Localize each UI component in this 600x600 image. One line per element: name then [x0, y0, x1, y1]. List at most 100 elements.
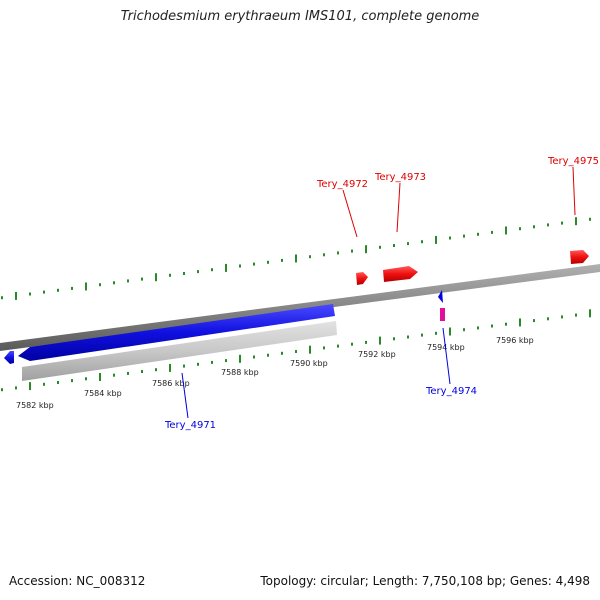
- minor-tick: [533, 319, 535, 323]
- minor-tick: [155, 368, 157, 372]
- minor-tick: [71, 379, 73, 383]
- minor-tick: [477, 232, 479, 236]
- gene-tery-4974-arrow[interactable]: [438, 290, 443, 303]
- gene-tery-4971-arrow[interactable]: [18, 304, 335, 361]
- minor-tick: [267, 260, 269, 264]
- minor-tick: [407, 335, 409, 339]
- genome-stats-text: Topology: circular; Length: 7,750,108 bp…: [260, 574, 590, 588]
- gene-label-tery-4971[interactable]: Tery_4971: [164, 420, 216, 431]
- minor-tick: [253, 355, 255, 359]
- minor-tick: [589, 217, 591, 221]
- minor-tick: [421, 333, 423, 337]
- minor-tick: [113, 373, 115, 377]
- major-tick: [225, 263, 227, 272]
- major-tick: [239, 354, 241, 363]
- major-tick: [575, 217, 577, 226]
- minor-tick: [71, 286, 73, 290]
- minor-tick: [505, 322, 507, 326]
- minor-tick: [449, 236, 451, 240]
- minor-tick: [57, 288, 59, 292]
- minor-tick: [435, 331, 437, 335]
- minor-tick: [477, 326, 479, 330]
- minor-tick: [15, 386, 17, 390]
- minor-tick: [365, 340, 367, 344]
- minor-tick: [1, 296, 3, 300]
- minor-tick: [323, 346, 325, 350]
- minor-tick: [533, 225, 535, 229]
- gene-tery-4974-marker: [440, 308, 445, 321]
- genome-backbone: [0, 264, 600, 351]
- minor-tick: [351, 342, 353, 346]
- tick-label: 7596 kbp: [496, 336, 534, 345]
- callout-line-tery-4973: [396, 182, 401, 233]
- gene-left-edge-arrow[interactable]: [4, 351, 14, 364]
- gene-label-tery-4972[interactable]: Tery_4972: [316, 179, 368, 190]
- minor-tick: [267, 353, 269, 357]
- callout-line-tery-4975: [572, 166, 576, 216]
- minor-tick: [169, 273, 171, 277]
- minor-tick: [491, 230, 493, 234]
- minor-tick: [393, 244, 395, 247]
- outer-tick-track: [1, 217, 591, 300]
- minor-tick: [309, 255, 311, 259]
- gene-tery-4972-arrow[interactable]: [356, 272, 368, 285]
- tick-label: 7584 kbp: [84, 389, 122, 398]
- major-tick: [505, 226, 507, 235]
- minor-tick: [99, 283, 101, 287]
- minor-tick: [337, 251, 339, 255]
- minor-tick: [197, 362, 199, 366]
- minor-tick: [323, 253, 325, 257]
- minor-tick: [141, 277, 143, 281]
- minor-tick: [183, 272, 185, 275]
- tick-label: 7588 kbp: [221, 368, 259, 377]
- minor-tick: [561, 221, 563, 225]
- tick-label: 7586 kbp: [152, 379, 190, 388]
- tick-label: 7590 kbp: [290, 359, 328, 368]
- minor-tick: [211, 360, 213, 364]
- major-tick: [589, 309, 591, 318]
- major-tick: [449, 327, 451, 336]
- major-tick: [15, 291, 17, 300]
- major-tick: [365, 245, 367, 254]
- minor-tick: [519, 227, 521, 231]
- minor-tick: [575, 313, 577, 317]
- minor-tick: [379, 245, 381, 249]
- minor-tick: [127, 371, 129, 375]
- minor-tick: [421, 240, 423, 244]
- gene-tery-4973-arrow[interactable]: [383, 266, 418, 282]
- gene-label-tery-4975[interactable]: Tery_4975: [547, 156, 599, 167]
- gene-label-tery-4974[interactable]: Tery_4974: [425, 386, 477, 397]
- minor-tick: [281, 258, 283, 262]
- minor-tick: [85, 377, 87, 381]
- minor-tick: [547, 223, 549, 227]
- minor-tick: [141, 370, 143, 373]
- tick-label: 7582 kbp: [16, 401, 54, 410]
- minor-tick: [225, 359, 227, 363]
- minor-tick: [57, 381, 59, 384]
- gene-label-tery-4973[interactable]: Tery_4973: [374, 172, 426, 183]
- minor-tick: [253, 262, 255, 266]
- tick-label: 7592 kbp: [358, 350, 396, 359]
- major-tick: [519, 318, 521, 327]
- major-tick: [379, 336, 381, 345]
- major-tick: [29, 382, 31, 391]
- minor-tick: [29, 292, 31, 296]
- minor-tick: [43, 290, 45, 294]
- gene-tery-4975-arrow[interactable]: [570, 250, 589, 264]
- major-tick: [295, 254, 297, 263]
- minor-tick: [281, 351, 283, 355]
- minor-tick: [463, 328, 465, 332]
- feature-band-grey: [22, 321, 337, 381]
- major-tick: [155, 273, 157, 282]
- major-tick: [435, 235, 437, 244]
- accession-text: Accession: NC_008312: [9, 574, 146, 588]
- minor-tick: [197, 270, 199, 274]
- inner-tick-track: [1, 309, 591, 392]
- major-tick: [309, 345, 311, 354]
- minor-tick: [407, 242, 409, 246]
- minor-tick: [183, 364, 185, 368]
- minor-tick: [1, 388, 3, 392]
- minor-tick: [43, 382, 45, 386]
- minor-tick: [393, 337, 395, 341]
